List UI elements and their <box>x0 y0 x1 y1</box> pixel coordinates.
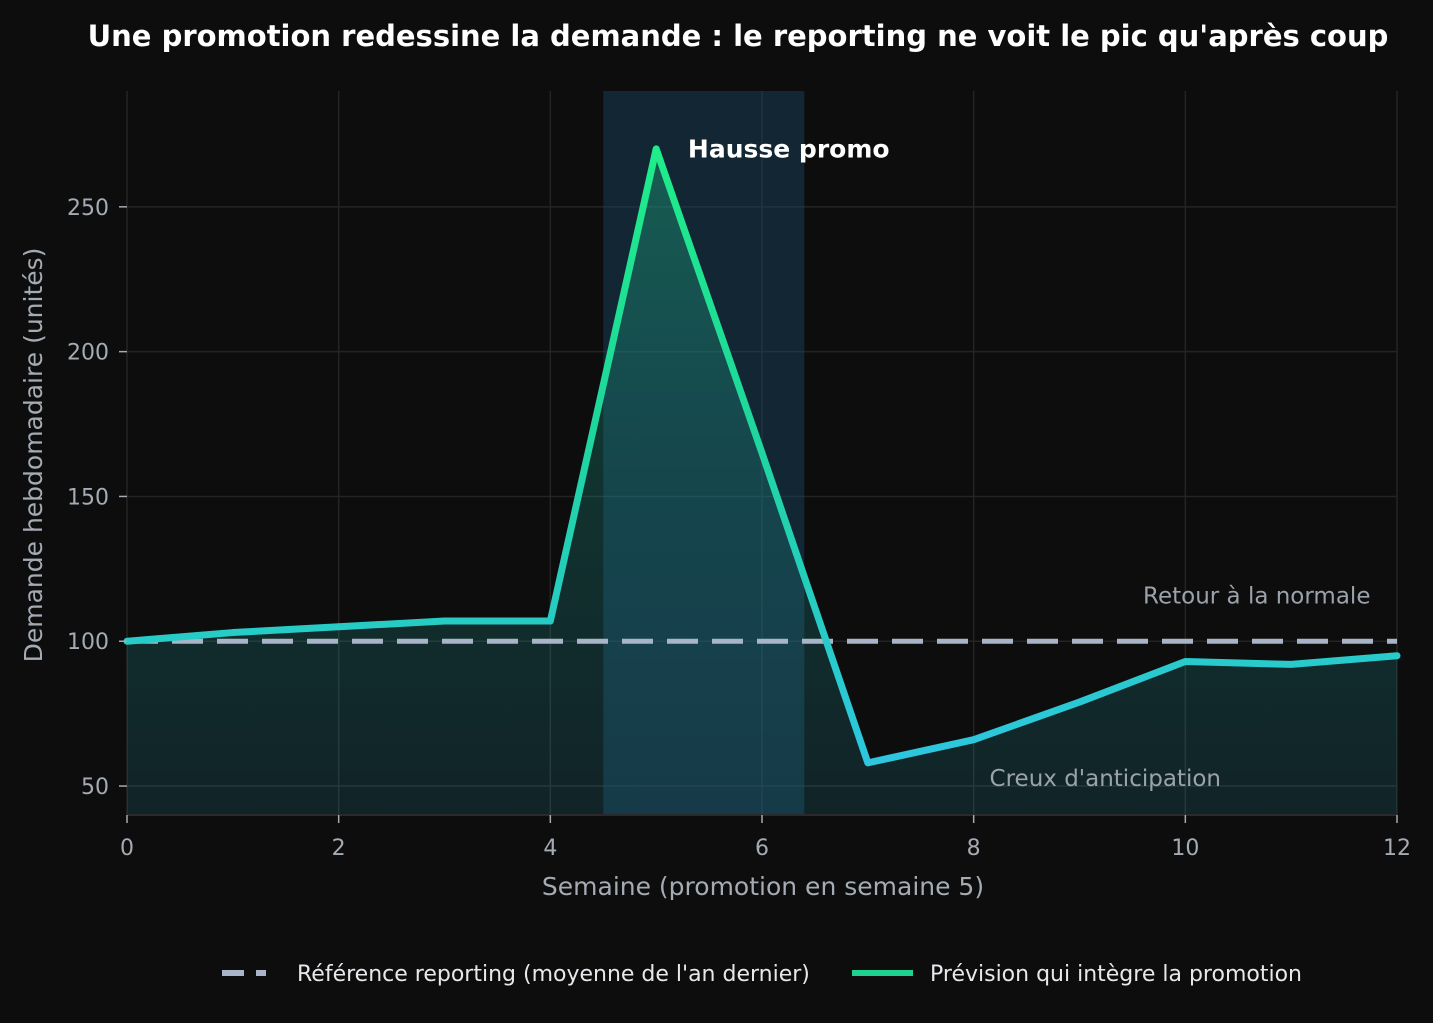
forecast-point-w2 <box>335 623 342 630</box>
x-axis-label: Semaine (promotion en semaine 5) <box>542 872 984 901</box>
x-tick-label-6: 12 <box>1383 836 1411 861</box>
chart-title: Une promotion redessine la demande : le … <box>88 19 1389 53</box>
forecast-point-w7 <box>864 759 871 766</box>
x-tick-label-0: 0 <box>120 836 134 861</box>
forecast-point-w12 <box>1394 652 1401 659</box>
x-tick-label-3: 6 <box>755 836 769 861</box>
x-tick-label-2: 4 <box>543 836 557 861</box>
y-tick-label-3: 200 <box>67 341 109 366</box>
forecast-point-w11 <box>1288 661 1295 668</box>
y-axis-ticks: 50 100 150 200 250 <box>67 196 127 800</box>
forecast-point-w1 <box>229 629 236 636</box>
y-tick-label-4: 250 <box>67 196 109 221</box>
x-tick-label-1: 2 <box>332 836 346 861</box>
y-tick-label-1: 100 <box>67 630 109 655</box>
forecast-point-w9 <box>1076 699 1083 706</box>
annotation-hausse-promo: Hausse promo <box>688 135 890 164</box>
legend-label-forecast: Prévision qui intègre la promotion <box>930 962 1302 987</box>
x-tick-label-5: 10 <box>1171 836 1199 861</box>
forecast-point-w8 <box>970 736 977 743</box>
forecast-series-line <box>123 145 1401 767</box>
legend-label-baseline: Référence reporting (moyenne de l'an der… <box>297 962 810 987</box>
forecast-point-w10 <box>1182 658 1189 665</box>
y-tick-label-0: 50 <box>81 775 109 800</box>
annotation-retour-normale: Retour à la normale <box>1143 584 1370 610</box>
forecast-point-w5 <box>653 145 660 152</box>
x-tick-label-4: 8 <box>967 836 981 861</box>
forecast-point-w4 <box>547 617 554 624</box>
forecast-point-w3 <box>441 617 448 624</box>
y-axis-label: Demande hebdomadaire (unités) <box>19 248 48 663</box>
x-axis-ticks: 0 2 4 6 8 10 12 <box>120 815 1411 861</box>
forecast-point-w6 <box>759 450 766 457</box>
forecast-area-fill <box>127 148 1397 816</box>
annotation-creux-anticipation: Creux d'anticipation <box>990 766 1221 792</box>
y-tick-label-2: 150 <box>67 485 109 510</box>
legend: Référence reporting (moyenne de l'an der… <box>222 962 1302 987</box>
